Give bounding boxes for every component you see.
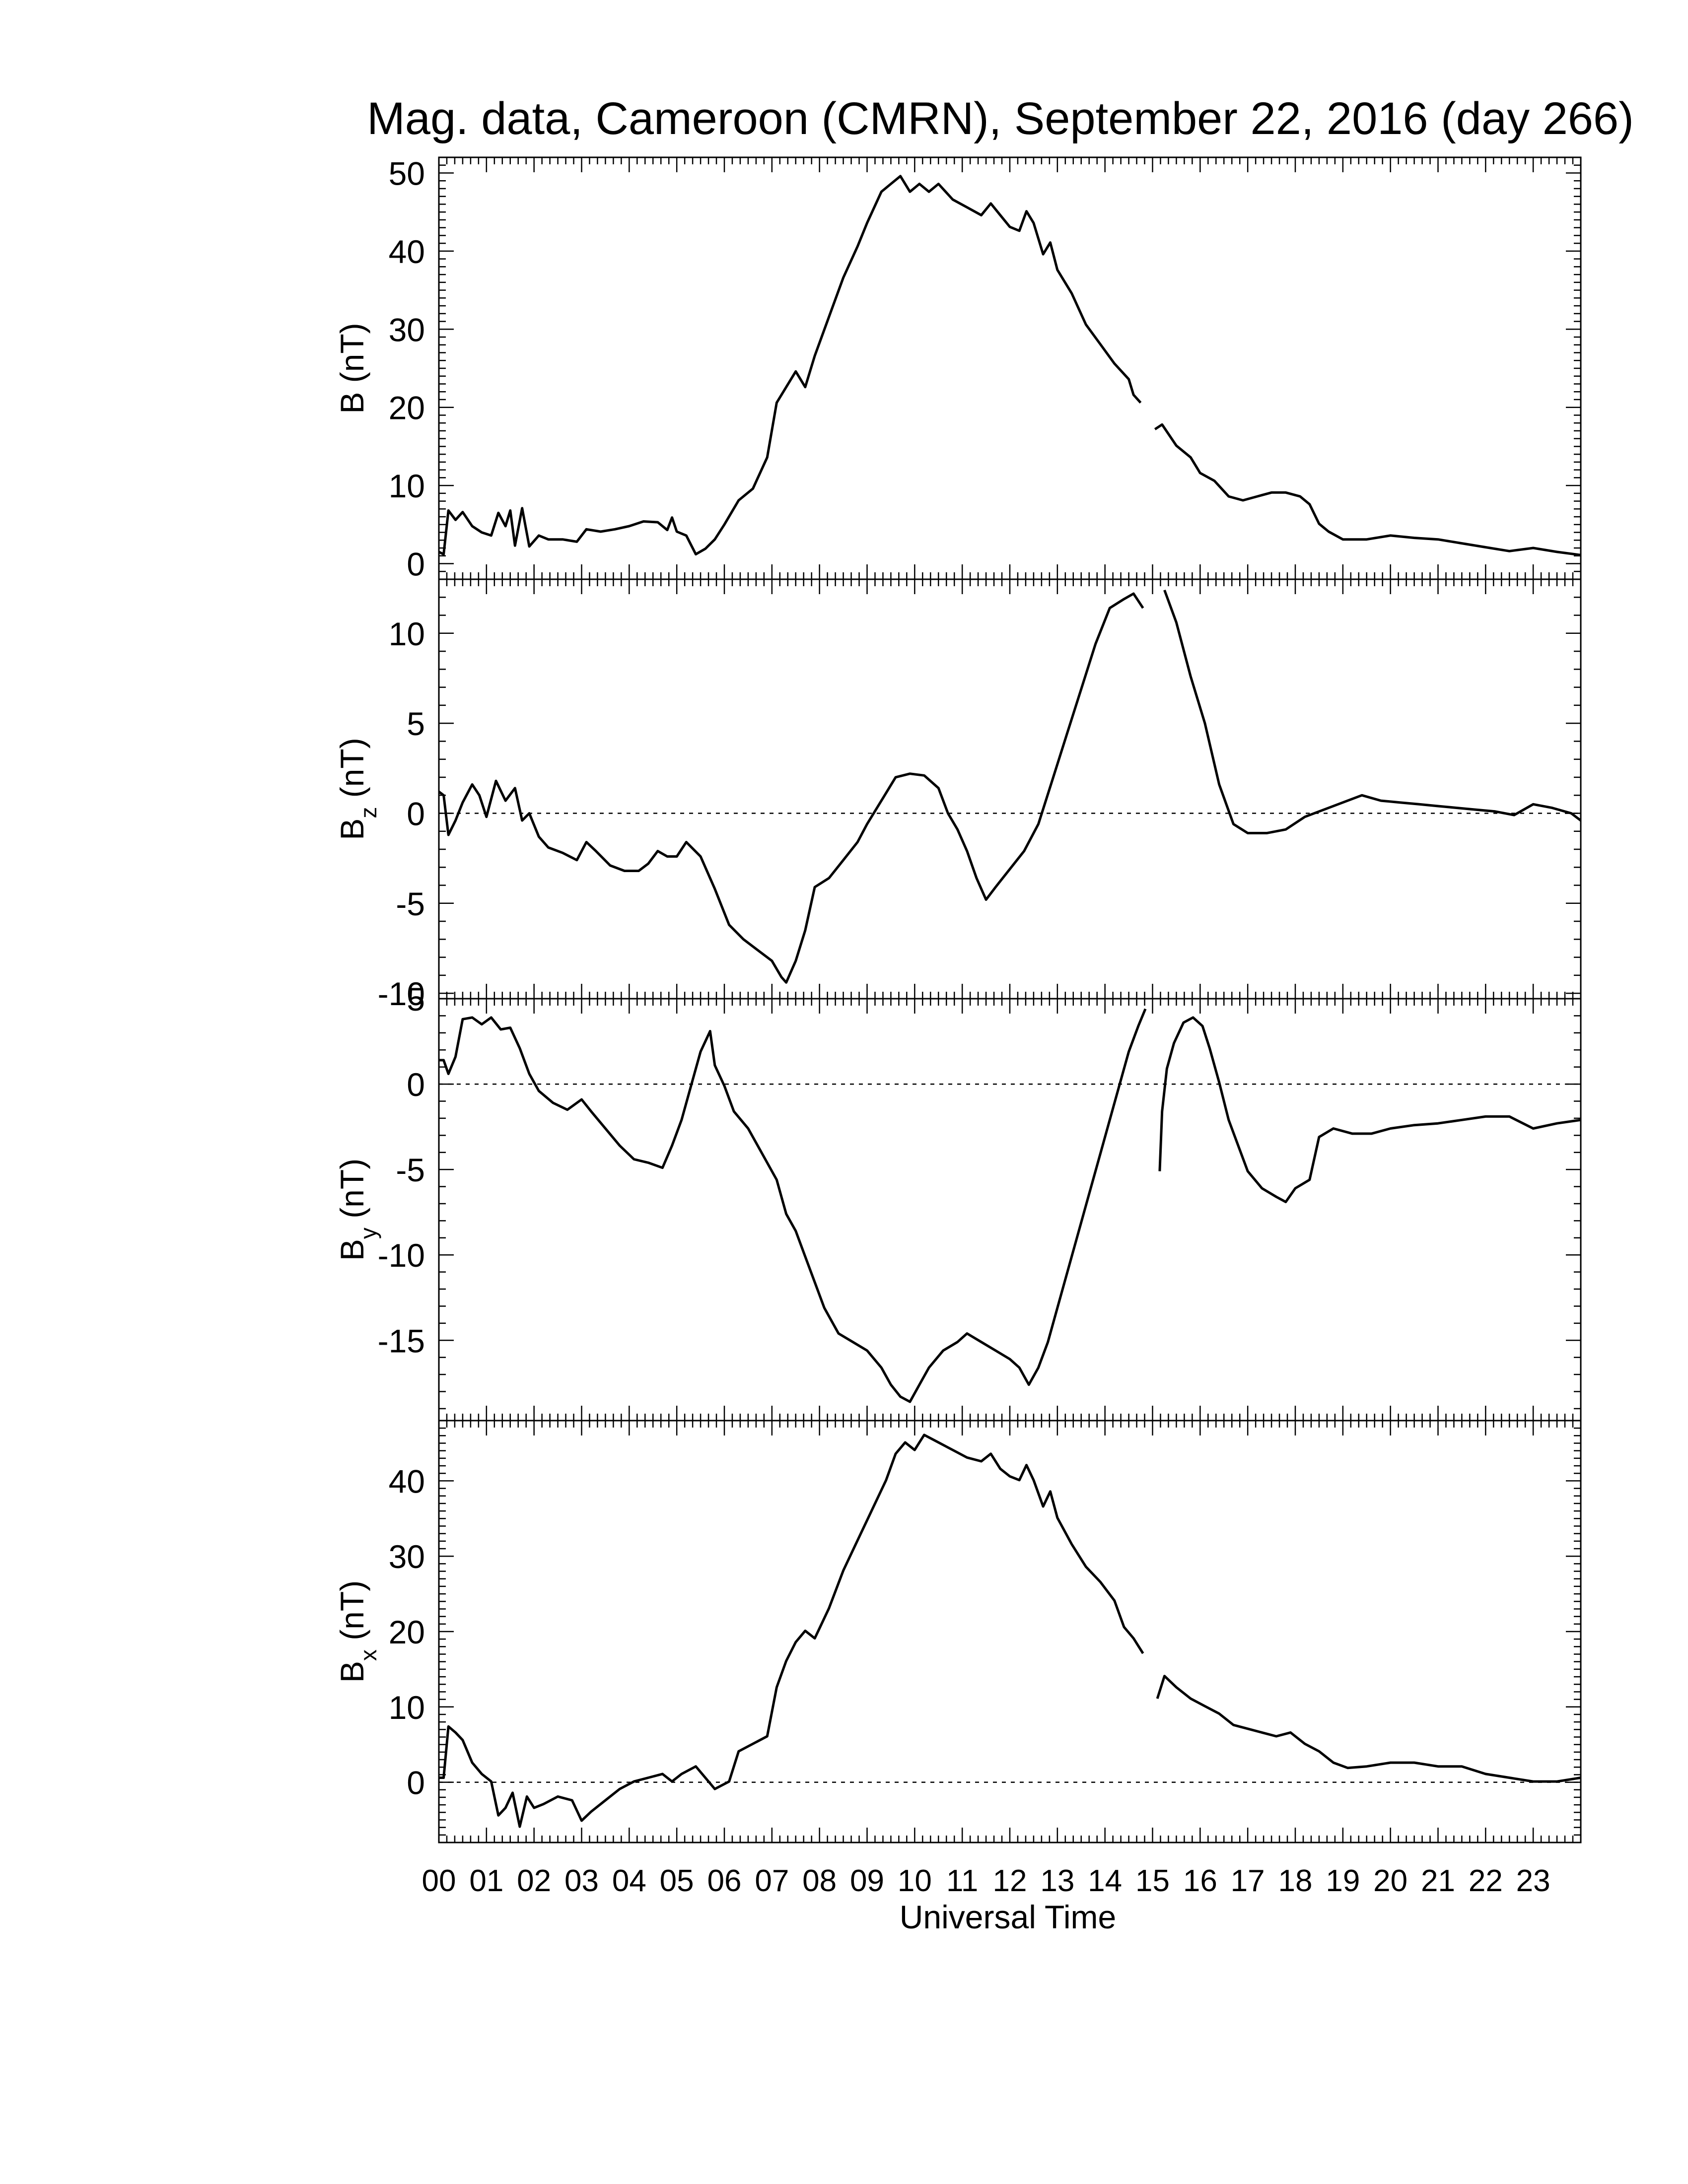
x-tick-label: 22 [1469, 1864, 1503, 1898]
y-tick-label: -10 [378, 975, 425, 1012]
x-tick-label: 20 [1373, 1864, 1407, 1898]
y-tick-label: -15 [378, 1322, 425, 1359]
x-tick-label: 17 [1231, 1864, 1265, 1898]
panel-B: 0 10 20 30 40 50 B (nT) [334, 155, 1582, 583]
y-tick-label: 30 [389, 311, 425, 348]
y-tick-label: 20 [389, 390, 425, 426]
x-tick-label: 19 [1326, 1864, 1360, 1898]
x-tick-label: 06 [707, 1864, 742, 1898]
y-axis-label: Bx (nT) [334, 1580, 381, 1683]
x-tick-label: 15 [1135, 1864, 1170, 1898]
y-tick-label: 40 [389, 1463, 425, 1500]
x-tick-label: 08 [802, 1864, 837, 1898]
x-tick-label: 10 [898, 1864, 932, 1898]
y-tick-label: 10 [389, 615, 425, 652]
y-tick-label: -5 [396, 886, 425, 922]
x-tick-label: 12 [993, 1864, 1027, 1898]
x-tick-label: 16 [1183, 1864, 1217, 1898]
series-line [438, 175, 1142, 556]
figure-title: Mag. data, Cameroon (CMRN), September 22… [367, 93, 1634, 144]
y-axis-label: Bz (nT) [334, 738, 381, 840]
y-tick-label: -5 [396, 1152, 425, 1188]
x-axis-label: Universal Time [900, 1899, 1116, 1935]
y-tick-label: 0 [407, 1765, 425, 1801]
series-line [438, 592, 1144, 984]
y-axis-label: By (nT) [334, 1159, 381, 1261]
x-tick-label: 04 [612, 1864, 646, 1898]
x-tick-label: 01 [469, 1864, 503, 1898]
series-line [1163, 589, 1582, 834]
panel-Bz: -10 -5 0 5 10 Bz (nT) [334, 578, 1582, 1012]
panel-By: -15 -10 -5 0 5 By (nT) [334, 981, 1582, 1422]
y-tick-label: -10 [378, 1237, 425, 1274]
y-tick-label: 50 [389, 155, 425, 192]
y-tick-label: 40 [389, 233, 425, 270]
x-tick-label: 18 [1278, 1864, 1313, 1898]
y-tick-label: 0 [407, 546, 425, 583]
series-line [1154, 423, 1581, 556]
x-tick-label: 11 [946, 1864, 978, 1898]
panel-Bx: 0 10 20 30 40 Bx (nT) [334, 1420, 1582, 1843]
x-tick-label: 05 [660, 1864, 694, 1898]
x-tick-label: 21 [1421, 1864, 1455, 1898]
x-tick-label: 09 [850, 1864, 884, 1898]
x-tick-label: 03 [564, 1864, 599, 1898]
series-line [439, 1008, 1147, 1403]
series-line [1158, 1016, 1581, 1203]
y-tick-label: 0 [407, 795, 425, 832]
y-tick-label: 5 [407, 981, 425, 1018]
x-tick-label: 02 [517, 1864, 551, 1898]
x-tick-labels: 00 01 02 03 04 05 06 07 08 09 10 11 12 13 14 15 16 17 18 19… [422, 1864, 1550, 1898]
y-tick-label: 30 [389, 1538, 425, 1575]
x-tick-label: 07 [755, 1864, 789, 1898]
x-tick-label: 23 [1516, 1864, 1550, 1898]
x-tick-label: 13 [1040, 1864, 1074, 1898]
y-axis-label: B (nT) [334, 323, 370, 413]
y-tick-label: 20 [389, 1614, 425, 1650]
y-tick-label: 0 [407, 1066, 425, 1103]
y-tick-label: 5 [407, 705, 425, 742]
series-line [1156, 1675, 1581, 1783]
y-tick-label: 10 [389, 468, 425, 504]
x-tick-label: 14 [1088, 1864, 1122, 1898]
series-line [439, 1433, 1144, 1828]
y-tick-label: 10 [389, 1689, 425, 1726]
x-tick-label: 00 [422, 1864, 456, 1898]
